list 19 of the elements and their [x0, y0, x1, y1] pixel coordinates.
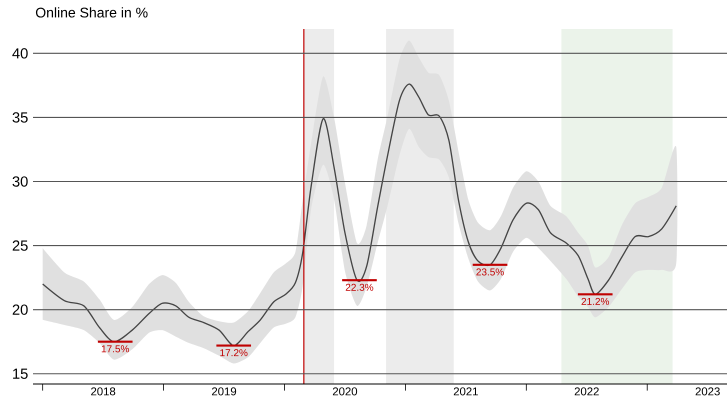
- annotation: 23.5%: [476, 268, 504, 276]
- chart-title: Online Share in %: [36, 7, 148, 18]
- line-series: [42, 83, 677, 346]
- annotation: 22.3%: [346, 284, 374, 291]
- y-tick-label: 20: [12, 304, 28, 315]
- y-tick-label: 15: [13, 368, 28, 379]
- annotation: 17.5%: [102, 345, 130, 352]
- x-tick-label: 2018: [91, 387, 116, 396]
- y-tick-label: 30: [12, 176, 28, 187]
- annotation: 21.2%: [582, 298, 610, 305]
- x-tick-label: 2023: [696, 387, 720, 396]
- y-tick-label: 35: [12, 112, 28, 123]
- x-tick-label: 2019: [212, 387, 236, 396]
- annotation: 17.2%: [220, 349, 248, 356]
- x-tick-label: 2021: [454, 387, 478, 396]
- y-tick-label: 40: [12, 48, 28, 59]
- x-tick-label: 2022: [574, 387, 599, 396]
- x-tick-label: 2020: [332, 387, 358, 396]
- y-tick-label: 25: [12, 240, 28, 251]
